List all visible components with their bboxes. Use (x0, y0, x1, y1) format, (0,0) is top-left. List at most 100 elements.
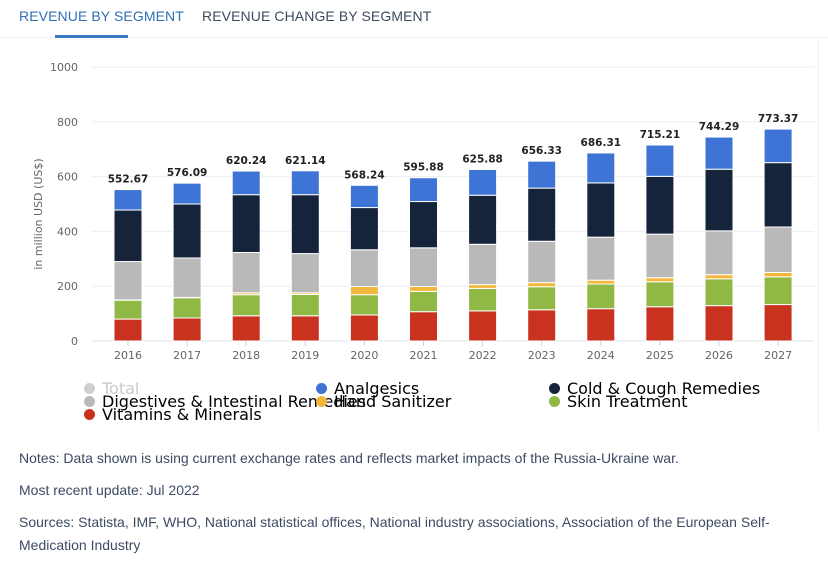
legend-label: Vitamins & Minerals (102, 405, 262, 424)
total-data-label: 620.24 (226, 155, 267, 167)
stacked-bar-chart: 0 200 400 600 800 1000 in million USD (US$) 552… (32, 61, 814, 362)
legend-item-total[interactable]: Total (84, 379, 139, 398)
bar-segment-cold-cough (290, 194, 320, 255)
active-tab-indicator (55, 35, 128, 38)
bar-segment-analgesics (172, 182, 202, 205)
bar-segment-hand-sanitizer (409, 285, 438, 292)
total-data-label: 621.14 (285, 155, 326, 167)
bar-segment-cold-cough (172, 203, 202, 259)
x-tick-label: 2020 (350, 349, 378, 362)
legend-label: Skin Treatment (567, 392, 688, 411)
legend-item-hand-sanitizer[interactable]: Hand Sanitizer (316, 392, 451, 411)
total-data-label: 744.29 (699, 121, 740, 133)
legend-dot-cold-cough (549, 383, 560, 394)
y-tick-label: 800 (57, 116, 78, 129)
bar-segment-vitamins (290, 315, 320, 342)
legend-label: Digestives & Intestinal Remedies (102, 392, 367, 411)
total-data-label: 568.24 (344, 169, 385, 181)
total-data-label: 773.37 (758, 113, 799, 125)
bar-segment-analgesics (704, 136, 734, 170)
bar-segment-vitamins (409, 311, 438, 342)
legend-item-skin-treatment[interactable]: Skin Treatment (549, 392, 688, 411)
legend-dot-vitamins (84, 409, 95, 420)
bar-segment-digestives (586, 236, 616, 281)
y-tick-label: 400 (57, 225, 78, 238)
legend-dot-skin-treatment (549, 396, 560, 407)
bar-segment-cold-cough (409, 201, 438, 249)
bar-segment-analgesics (409, 177, 438, 203)
bar-segment-vitamins (645, 306, 675, 342)
chart-notes: Notes: Data shown is using current excha… (19, 450, 679, 466)
total-data-label: 715.21 (640, 129, 681, 141)
x-tick-label: 2017 (173, 349, 201, 362)
legend-item-analgesics[interactable]: Analgesics (316, 379, 419, 398)
bar-segment-skin-treatment (409, 290, 438, 313)
bar-segment-skin-treatment (231, 294, 261, 317)
legend-dot-analgesics (316, 383, 327, 394)
bar-segment-digestives (645, 233, 675, 279)
bar-segment-vitamins (468, 310, 498, 342)
bar-segment-cold-cough (586, 182, 616, 238)
legend-label: Analgesics (334, 379, 420, 398)
legend-item-cold-cough[interactable]: Cold & Cough Remedies (549, 379, 760, 398)
bar-segment-analgesics (527, 160, 557, 189)
legend-label: Hand Sanitizer (334, 392, 452, 411)
bar-segment-analgesics (290, 170, 320, 196)
bar-segment-analgesics (645, 144, 675, 177)
bar-segment-vitamins (763, 304, 793, 342)
bar-segment-cold-cough (468, 194, 498, 245)
bar-segment-analgesics (468, 169, 498, 196)
bar-segment-skin-treatment (172, 297, 202, 319)
bar-segment-digestives (409, 247, 438, 287)
bar-segment-cold-cough (645, 175, 675, 235)
tab-revenue-change-by-segment[interactable]: REVENUE CHANGE BY SEGMENT (202, 8, 432, 24)
bar-segment-analgesics (586, 152, 616, 184)
x-tick-label: 2027 (764, 349, 792, 362)
bar-segment-analgesics (763, 128, 793, 164)
bar-segment-skin-treatment (290, 293, 320, 317)
bar-segment-digestives (704, 230, 734, 276)
total-data-label: 625.88 (462, 154, 503, 166)
bar-segment-digestives (231, 251, 261, 294)
bar-segment-digestives (349, 249, 379, 287)
bar-segment-vitamins (349, 314, 379, 342)
x-tick-label: 2022 (469, 349, 497, 362)
tab-revenue-by-segment[interactable]: REVENUE BY SEGMENT (19, 8, 184, 24)
bar-segment-skin-treatment (468, 287, 498, 312)
bar-segment-cold-cough (231, 194, 261, 253)
y-tick-label: 1000 (50, 61, 78, 74)
legend-dot-hand-sanitizer (316, 396, 327, 407)
legend-item-vitamins[interactable]: Vitamins & Minerals (84, 405, 262, 424)
x-tick-label: 2018 (232, 349, 260, 362)
total-data-label: 576.09 (167, 167, 208, 179)
bar-segment-skin-treatment (349, 294, 379, 316)
chart-frame-edge (818, 40, 819, 430)
total-data-label: 595.88 (403, 162, 444, 174)
bar-segment-analgesics (231, 170, 261, 196)
bar-segment-skin-treatment (527, 286, 557, 311)
x-tick-label: 2026 (705, 349, 733, 362)
x-tick-label: 2024 (587, 349, 615, 362)
bar-segment-analgesics (349, 184, 379, 209)
bar-segment-vitamins (113, 318, 143, 342)
y-tick-label: 200 (57, 280, 78, 293)
legend-label: Cold & Cough Remedies (567, 379, 761, 398)
bar-segment-vitamins (172, 317, 202, 342)
bar-segment-skin-treatment (113, 299, 143, 320)
legend-label: Total (102, 379, 140, 398)
bar-segment-digestives (113, 261, 143, 301)
y-tick-label: 0 (71, 335, 78, 348)
total-data-label: 656.33 (521, 145, 562, 157)
x-tick-label: 2016 (114, 349, 142, 362)
y-axis-title: in million USD (US$) (32, 158, 45, 269)
bar-segment-hand-sanitizer (586, 279, 616, 285)
legend-dot-digestives (84, 396, 95, 407)
bar-segment-digestives (468, 243, 498, 286)
bar-segment-analgesics (113, 189, 143, 211)
total-data-label: 552.67 (108, 174, 149, 186)
x-tick-label: 2025 (646, 349, 674, 362)
legend-item-digestives[interactable]: Digestives & Intestinal Remedies (84, 392, 366, 411)
bar-segment-skin-treatment (763, 276, 793, 306)
bar-segment-cold-cough (763, 162, 793, 228)
x-tick-label: 2021 (410, 349, 438, 362)
